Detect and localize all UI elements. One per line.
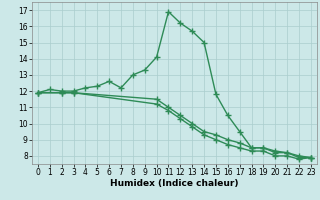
X-axis label: Humidex (Indice chaleur): Humidex (Indice chaleur) [110, 179, 239, 188]
